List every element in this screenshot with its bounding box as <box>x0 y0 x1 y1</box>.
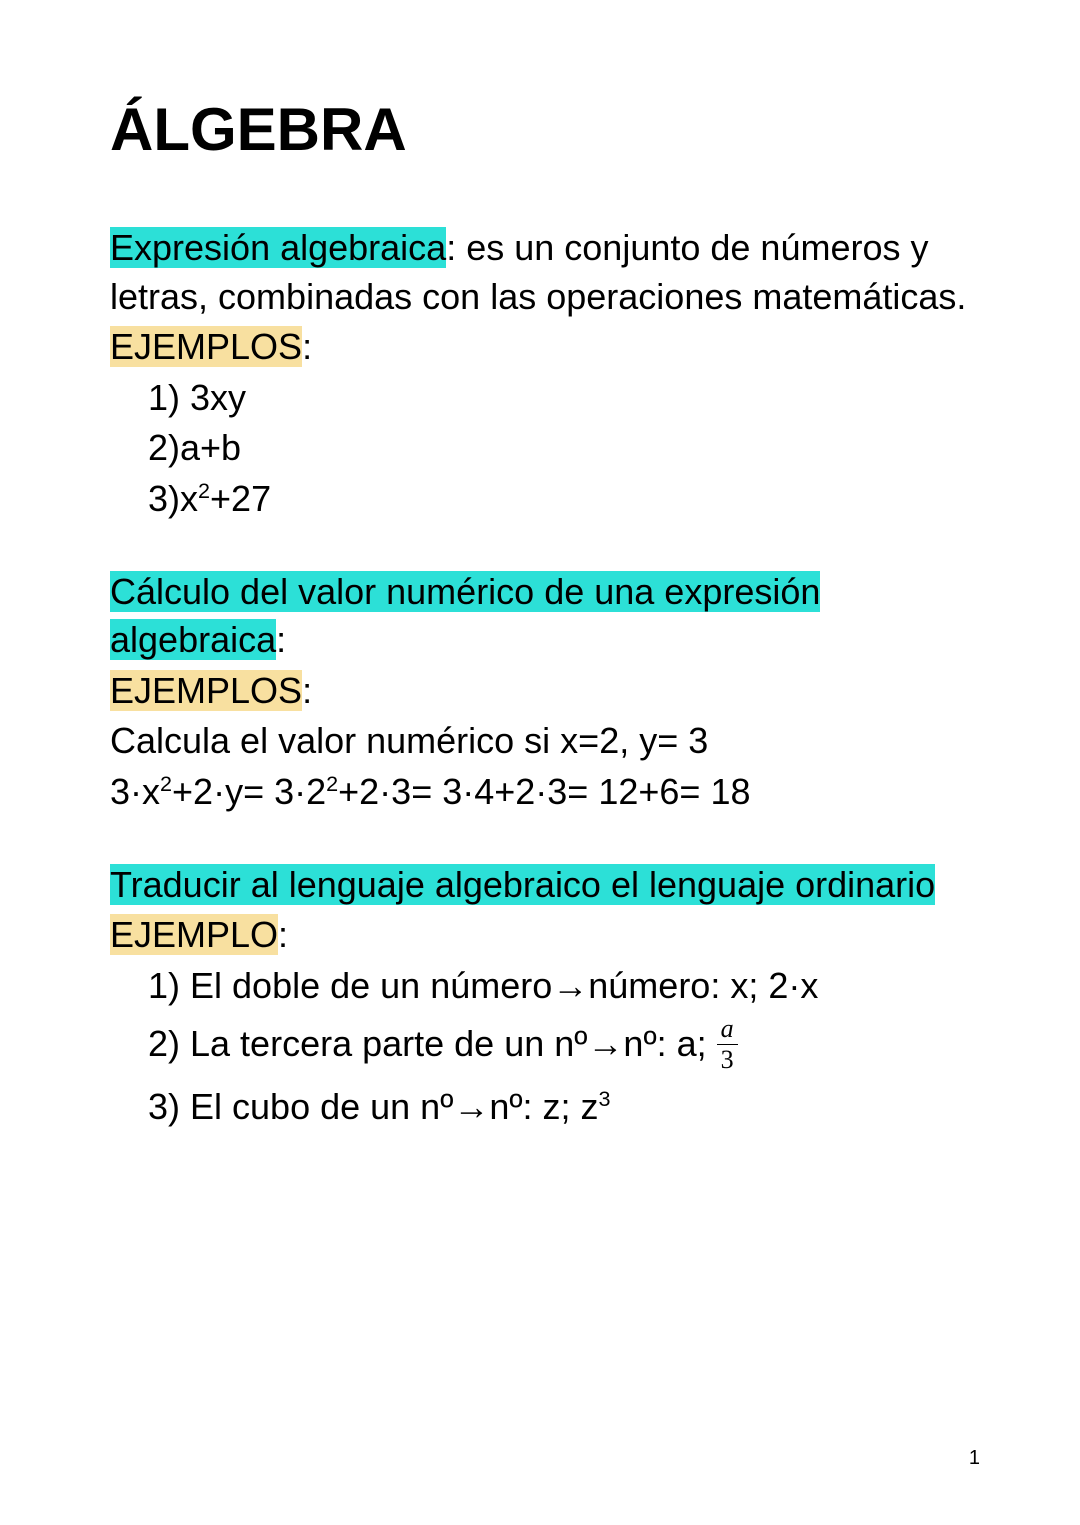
example-3: 3) El cubo de un nº→nº: z; z3 <box>110 1083 980 1132</box>
calc-prompt: Calcula el valor numérico si x=2, y= 3 <box>110 717 980 766</box>
ex3-pre: 3)x <box>148 478 198 519</box>
ex3-sup: 2 <box>198 478 210 503</box>
example-2: 2)a+b <box>110 424 980 473</box>
colon: : <box>276 619 286 660</box>
fraction: a3 <box>717 1016 738 1073</box>
examples-label-line: EJEMPLOS: <box>110 667 980 716</box>
example-3: 3)x2+27 <box>110 475 980 524</box>
section-heading: Traducir al lenguaje algebraico el lengu… <box>110 864 935 905</box>
colon: : <box>302 326 312 367</box>
example-1: 1) El doble de un número→número: x; 2·x <box>110 962 980 1011</box>
section-expresion-algebraica: Expresión algebraica: es un conjunto de … <box>110 224 980 524</box>
colon: : <box>302 670 312 711</box>
calc-p2: +2·y= 3·2 <box>172 771 326 812</box>
fraction-denominator: 3 <box>717 1045 738 1073</box>
fraction-numerator: a <box>717 1016 738 1045</box>
examples-label: EJEMPLO <box>110 914 278 955</box>
examples-label-line: EJEMPLOS: <box>110 323 980 372</box>
definition-line: Expresión algebraica: es un conjunto de … <box>110 224 980 321</box>
colon: : <box>278 914 288 955</box>
examples-label: EJEMPLOS <box>110 326 302 367</box>
document-page: ÁLGEBRA Expresión algebraica: es un conj… <box>0 0 1080 1132</box>
calc-s1: 2 <box>160 771 172 796</box>
page-title: ÁLGEBRA <box>110 95 980 164</box>
ex3-post: +27 <box>210 478 271 519</box>
section-heading: Cálculo del valor numérico de una expres… <box>110 571 820 661</box>
ex2-text: 2) La tercera parte de un nº→nº: a; <box>148 1023 717 1064</box>
examples-label: EJEMPLOS <box>110 670 302 711</box>
heading-line: Cálculo del valor numérico de una expres… <box>110 568 980 665</box>
ex3-pre: 3) El cubo de un nº→nº: z; z <box>148 1086 599 1127</box>
section-calculo-valor: Cálculo del valor numérico de una expres… <box>110 568 980 817</box>
calc-p3: +2·3= 3·4+2·3= 12+6= 18 <box>338 771 750 812</box>
example-2: 2) La tercera parte de un nº→nº: a; a3 <box>110 1018 980 1075</box>
ex3-sup: 3 <box>599 1086 611 1111</box>
calc-s2: 2 <box>326 771 338 796</box>
example-1: 1) 3xy <box>110 374 980 423</box>
examples-label-line: EJEMPLO: <box>110 911 980 960</box>
section-traducir-lenguaje: Traducir al lenguaje algebraico el lengu… <box>110 861 980 1132</box>
page-number: 1 <box>969 1447 980 1470</box>
calc-p1: 3·x <box>110 771 160 812</box>
calc-expression: 3·x2+2·y= 3·22+2·3= 3·4+2·3= 12+6= 18 <box>110 768 980 817</box>
term-highlight: Expresión algebraica <box>110 227 446 268</box>
heading-line: Traducir al lenguaje algebraico el lengu… <box>110 861 980 910</box>
